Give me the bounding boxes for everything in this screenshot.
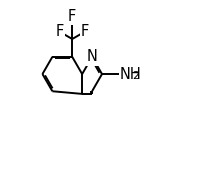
Text: 2: 2 [132,71,139,81]
Text: F: F [68,9,76,24]
Text: NH: NH [119,66,141,82]
Text: F: F [56,24,64,39]
Text: F: F [80,24,89,39]
Text: N: N [87,49,98,64]
